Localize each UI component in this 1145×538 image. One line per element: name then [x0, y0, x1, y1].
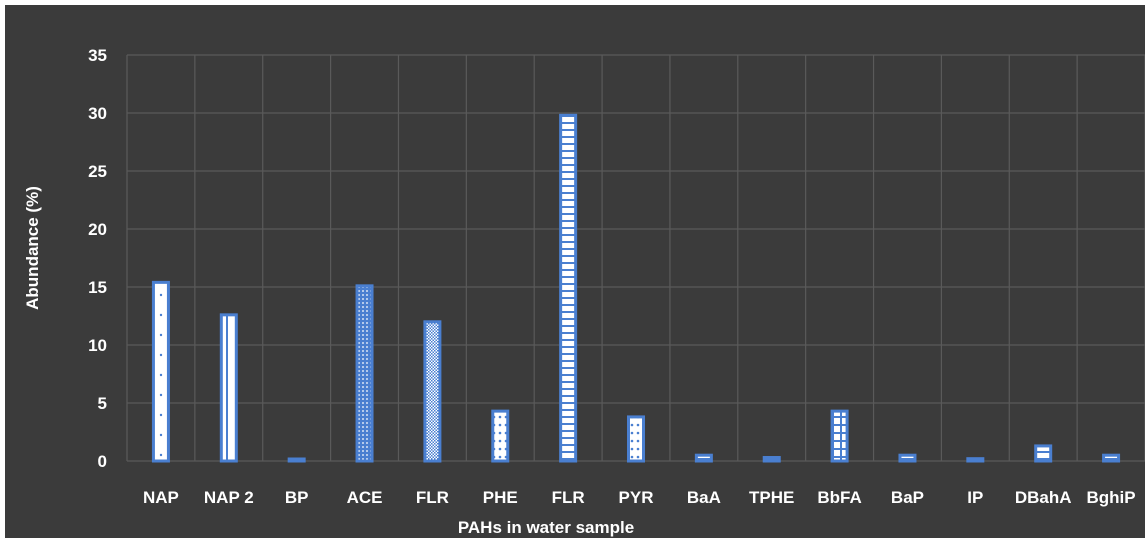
y-tick-label: 15: [88, 278, 107, 297]
x-tick-label: NAP 2: [204, 488, 254, 507]
y-axis-ticks: 0 5 10 15 20 25 30 35: [88, 46, 107, 471]
bar-dbaha: [1034, 444, 1053, 463]
y-tick-label: 5: [98, 394, 107, 413]
x-tick-label: IP: [967, 488, 983, 507]
x-tick-label: FLR: [552, 488, 585, 507]
bar-baa: [694, 453, 713, 463]
x-tick-label: TPHE: [749, 488, 794, 507]
y-tick-label: 30: [88, 104, 107, 123]
bar-bp: [287, 457, 306, 463]
bar-chart: 0 5 10 15 20 25 30 35 NAP NAP 2 BP ACE FLR PHE FLR PYR…: [5, 5, 1145, 538]
x-axis-labels: NAP NAP 2 BP ACE FLR PHE FLR PYR BaA TPHE BbFA BaP I…: [143, 488, 1136, 507]
bar-flr: [559, 113, 578, 463]
y-tick-label: 0: [98, 452, 107, 471]
y-tick-label: 25: [88, 162, 107, 181]
x-tick-label: FLR: [416, 488, 449, 507]
bar-phe: [491, 409, 510, 463]
x-axis-title: PAHs in water sample: [458, 518, 634, 537]
bar-bap: [898, 453, 917, 463]
bar-ace: [355, 284, 374, 463]
gridlines: [126, 54, 1145, 462]
bars: [151, 113, 1121, 463]
bar-nap-2: [219, 313, 238, 463]
bar-pyr: [627, 415, 645, 463]
x-tick-label: BaP: [891, 488, 924, 507]
bar-flr: [423, 320, 442, 463]
bar-bghip: [1102, 453, 1121, 463]
x-tick-label: BP: [285, 488, 309, 507]
x-tick-label: BaA: [687, 488, 721, 507]
x-tick-label: BghiP: [1087, 488, 1136, 507]
bar-ip: [966, 457, 985, 463]
bar-tphe: [762, 456, 781, 463]
x-tick-label: NAP: [143, 488, 179, 507]
x-tick-label: PHE: [483, 488, 518, 507]
x-tick-label: ACE: [347, 488, 383, 507]
bar-nap: [151, 280, 170, 463]
x-tick-label: PYR: [619, 488, 654, 507]
y-tick-label: 10: [88, 336, 107, 355]
x-tick-label: DBahA: [1015, 488, 1072, 507]
y-tick-label: 35: [88, 46, 107, 65]
y-axis-title: Abundance (%): [23, 186, 42, 310]
bar-bbfa: [830, 409, 849, 463]
x-tick-label: BbFA: [817, 488, 861, 507]
chart-container: 0 5 10 15 20 25 30 35 NAP NAP 2 BP ACE FLR PHE FLR PYR…: [5, 5, 1145, 538]
y-tick-label: 20: [88, 220, 107, 239]
